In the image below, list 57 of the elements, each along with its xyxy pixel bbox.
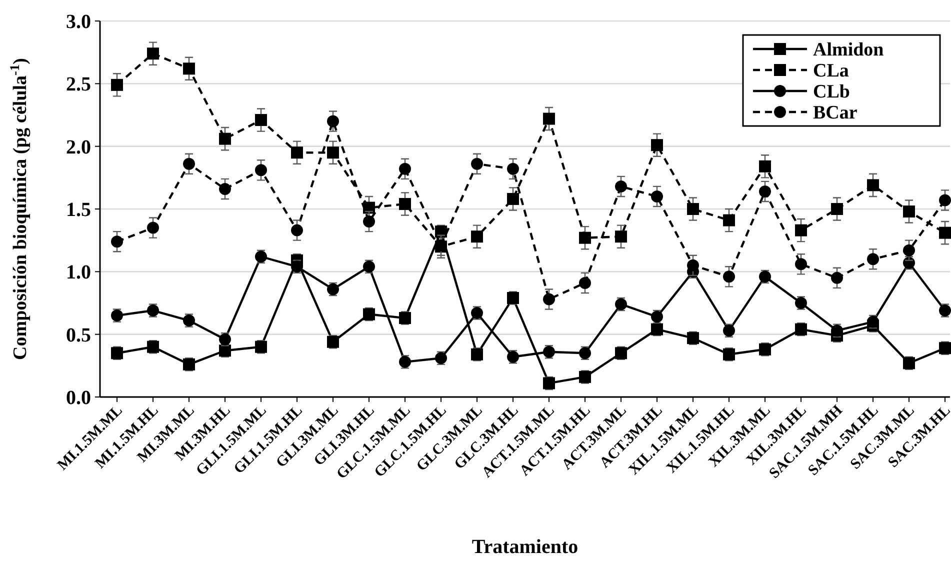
y-tick-label: 3.0 [66,11,91,33]
point [255,114,267,126]
point [147,222,159,234]
point [867,179,879,192]
point [687,259,699,272]
point [291,146,303,159]
point [867,253,879,266]
point [219,182,231,195]
point [507,162,519,175]
point [255,164,267,176]
point [219,132,231,145]
y-tick-label: 0.5 [66,324,91,346]
point [111,236,123,248]
point [723,214,735,226]
point [939,194,951,206]
point [327,115,339,128]
y-tick-label: 1.5 [66,199,91,221]
point [615,180,627,192]
point [399,162,411,175]
point [291,224,303,236]
point [831,203,843,215]
point [759,185,771,198]
point [399,198,411,210]
point [831,272,843,284]
point [651,139,663,152]
legend-label: CLa [813,60,850,82]
point [615,230,627,243]
point [687,203,699,215]
point [147,48,159,60]
point [507,192,519,205]
point [651,190,663,202]
point [327,146,339,159]
point [579,232,591,244]
point [471,230,483,243]
legend-label: Almidon [813,40,884,61]
y-tick-label: 1.0 [66,262,91,284]
y-tick-label: 2.0 [66,136,91,158]
x-axis-title: Tratamiento [472,536,578,558]
point [795,224,807,236]
point [111,78,123,91]
point [543,293,555,306]
y-tick-label: 0.0 [66,387,91,409]
point [183,62,195,75]
legend-label: CLb [813,82,850,103]
point [183,158,195,170]
point [471,158,483,170]
point [795,258,807,270]
y-tick-label: 2.5 [66,74,91,96]
point [903,206,915,218]
point [903,244,915,256]
point [723,270,735,283]
point [579,276,591,289]
point [543,112,555,125]
point [363,216,375,228]
point [939,226,951,239]
legend-label: BCar [813,102,858,124]
point [759,160,771,172]
